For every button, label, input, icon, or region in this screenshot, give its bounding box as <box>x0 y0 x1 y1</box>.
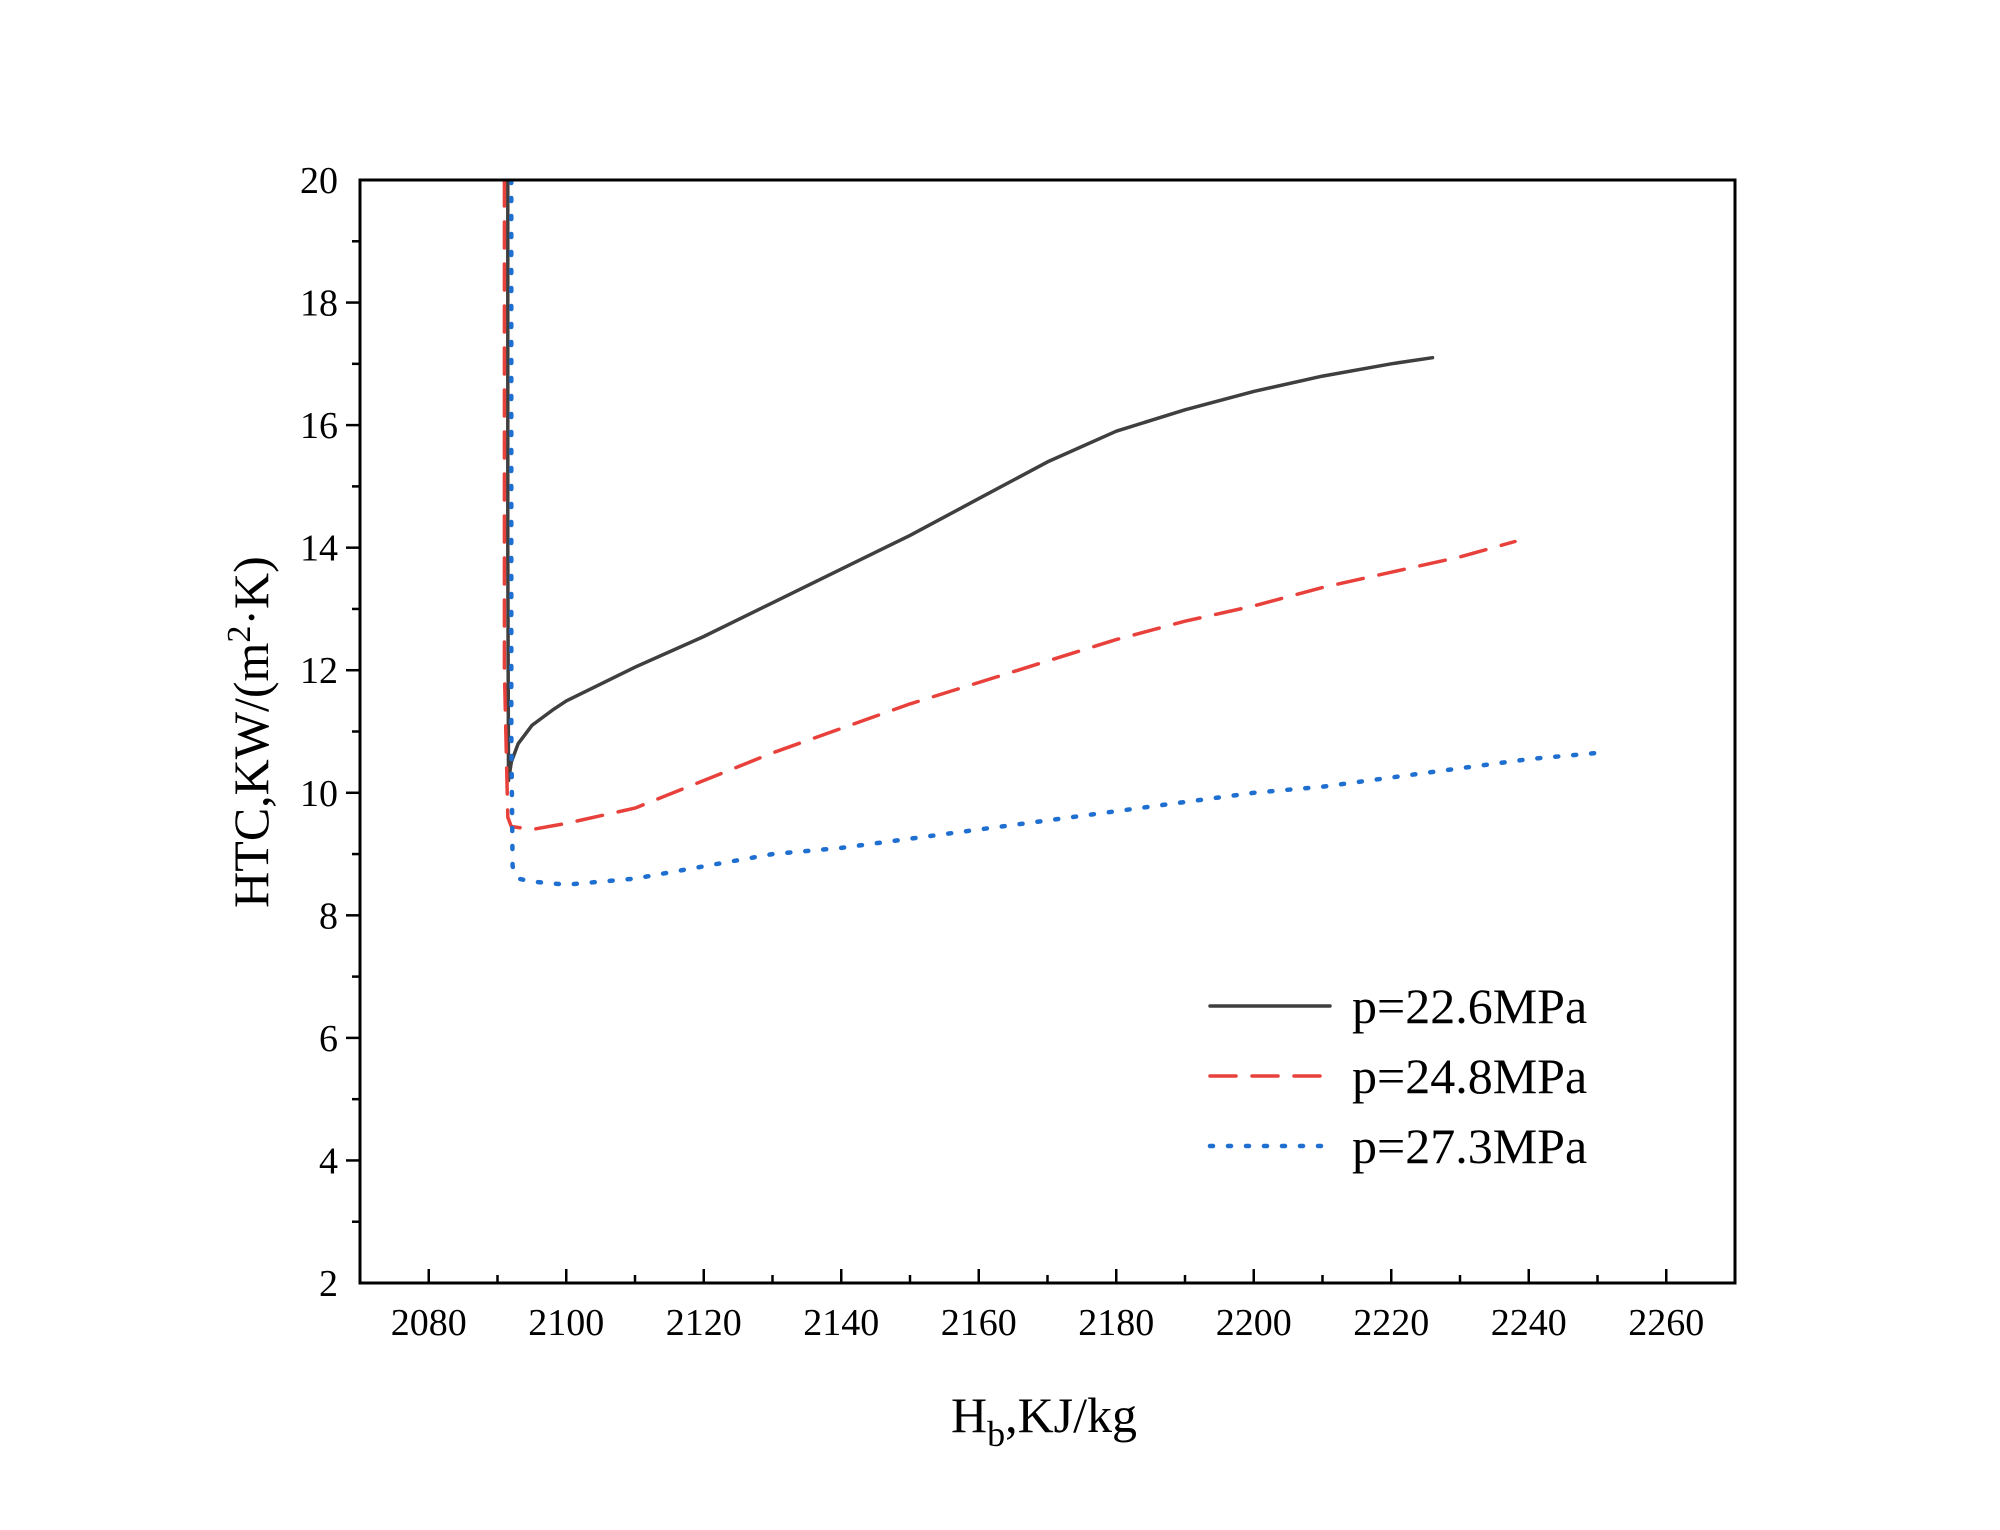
x-tick-label: 2240 <box>1491 1302 1567 1344</box>
series-layer <box>502 180 1600 887</box>
y-tick-label: 10 <box>300 773 338 815</box>
y-tick-label: 4 <box>319 1140 338 1182</box>
x-axis-title: Hb,KJ/kg <box>951 1387 1137 1454</box>
x-tick-label: 2220 <box>1353 1302 1429 1344</box>
x-axis-title-main: H <box>951 1387 987 1443</box>
x-axis-title-rest: ,KJ/kg <box>1005 1387 1137 1443</box>
x-tick-label: 2260 <box>1628 1302 1704 1344</box>
y-axis-title-main: HTC,KW/(m <box>223 642 279 907</box>
y-tick-label: 8 <box>319 895 338 937</box>
x-tick-label: 2080 <box>391 1302 467 1344</box>
y-tick-label: 2 <box>319 1263 338 1305</box>
y-axis-title: HTC,KW/(m2·K) <box>221 556 279 908</box>
y-tick-label: 20 <box>300 160 338 202</box>
series-line-3 <box>509 180 1600 887</box>
y-tick-label: 14 <box>300 528 338 570</box>
y-tick-label: 6 <box>319 1018 338 1060</box>
axis-layer: 2080 2100 2120 2140 2160 2180 2200 2220 2240 2260… <box>300 160 1737 1344</box>
series-line-2 <box>502 180 1517 832</box>
x-tick-label: 2200 <box>1216 1302 1292 1344</box>
x-tick-label: 2120 <box>666 1302 742 1344</box>
y-tick-label: 16 <box>300 405 338 447</box>
y-axis-title-sup: 2 <box>221 626 258 643</box>
y-axis-title-rest: ·K) <box>223 556 279 625</box>
y-tick-label: 12 <box>300 650 338 692</box>
legend-label-2: p=24.8MPa <box>1352 1048 1587 1104</box>
x-tick-label: 2180 <box>1078 1302 1154 1344</box>
x-tick-label: 2100 <box>528 1302 604 1344</box>
x-tick-label: 2160 <box>941 1302 1017 1344</box>
x-tick-label: 2140 <box>803 1302 879 1344</box>
y-tick-label: 18 <box>300 283 338 325</box>
legend-label-1: p=22.6MPa <box>1352 978 1587 1034</box>
legend: p=22.6MPa p=24.8MPa p=27.3MPa <box>1207 978 1587 1174</box>
x-axis-title-sub: b <box>987 1414 1005 1454</box>
legend-label-3: p=27.3MPa <box>1352 1118 1587 1174</box>
